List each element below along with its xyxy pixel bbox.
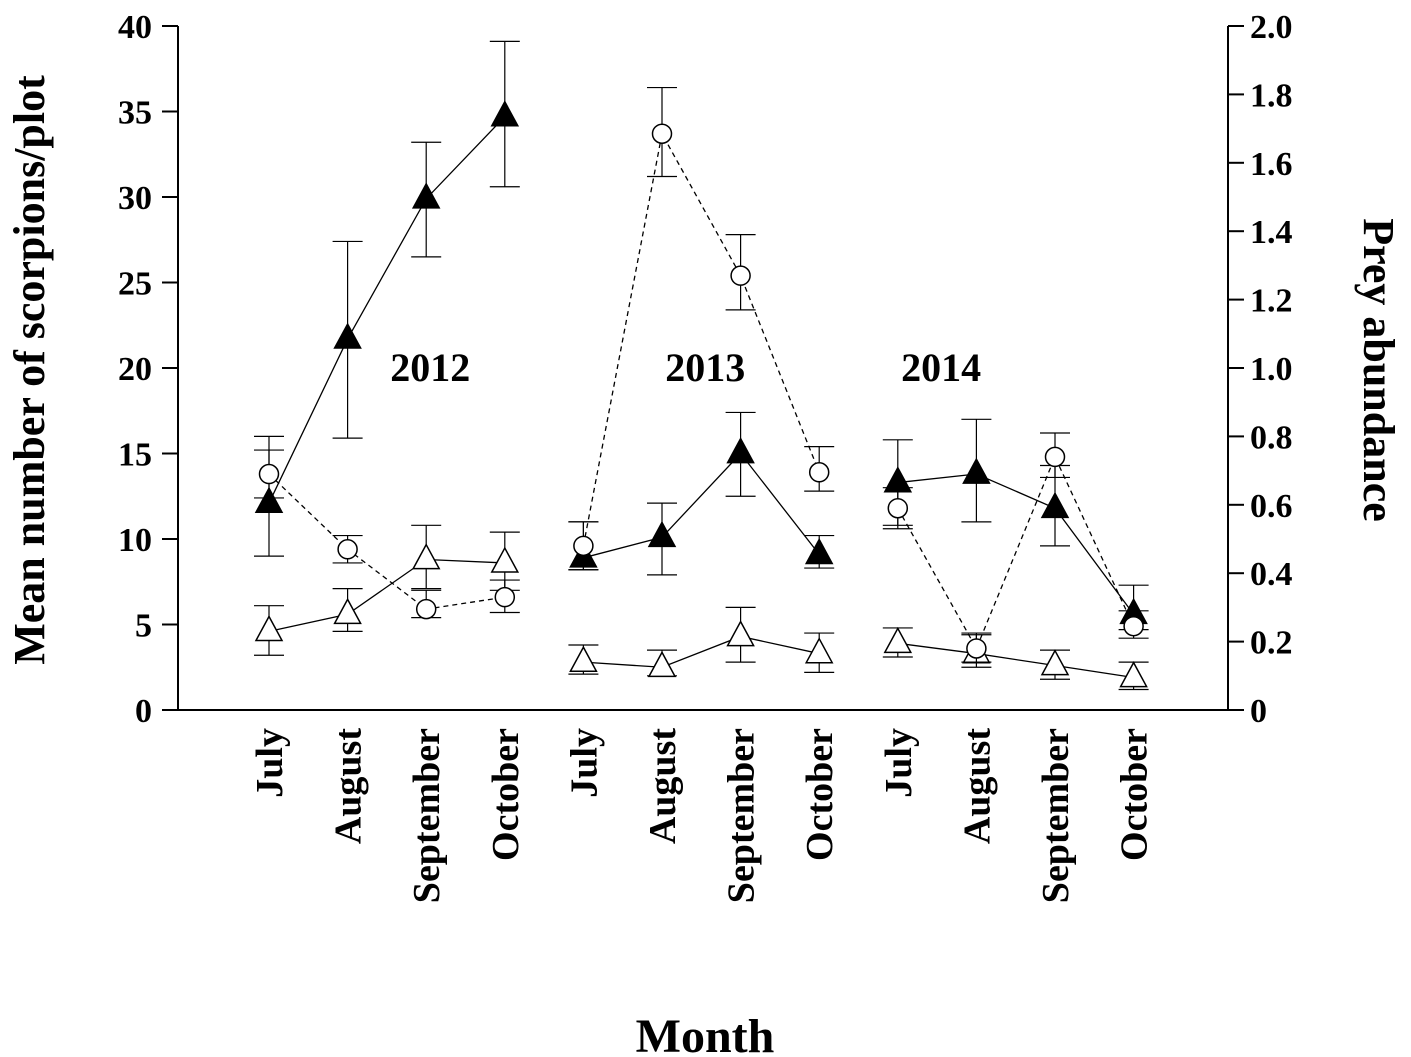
data-point xyxy=(1123,615,1144,637)
y-axis-label-left: Mean number of scorpions/plot xyxy=(5,75,54,665)
y-tick-label-right: 1.0 xyxy=(1250,351,1293,388)
data-point xyxy=(415,598,437,620)
data-point xyxy=(333,597,362,625)
series-line xyxy=(897,642,1134,679)
series-line xyxy=(583,635,820,668)
series-line xyxy=(268,558,505,632)
x-tick-label: July xyxy=(878,728,920,798)
x-tick-label: September xyxy=(406,728,448,903)
y-tick-label-right: 0.4 xyxy=(1250,556,1293,593)
y-tick-label-right: 2.0 xyxy=(1250,9,1293,46)
y-tick-label-right: 0.2 xyxy=(1250,625,1293,662)
data-point xyxy=(651,123,673,144)
data-point xyxy=(730,265,751,286)
data-point xyxy=(569,645,598,672)
year-label: 2013 xyxy=(665,345,745,390)
y-tick-label-right: 1.4 xyxy=(1250,214,1293,251)
series-line xyxy=(897,455,1135,650)
data-point xyxy=(337,539,358,560)
y-tick-label-right: 0.8 xyxy=(1250,419,1293,456)
data-point xyxy=(962,457,991,484)
y-tick-label-left: 25 xyxy=(118,266,152,303)
y-tick-label-left: 20 xyxy=(118,351,152,388)
data-point xyxy=(808,462,830,483)
x-axis-label: Month xyxy=(636,1010,775,1057)
series-line xyxy=(897,473,1135,615)
y-tick-label-left: 5 xyxy=(135,608,152,645)
data-point xyxy=(1040,491,1070,519)
series-2 xyxy=(254,86,1149,663)
data-point xyxy=(573,535,594,557)
y-tick-label-left: 30 xyxy=(118,180,152,217)
x-tick-label: July xyxy=(249,728,291,798)
series-0 xyxy=(254,40,1149,631)
y-tick-label-right: 1.6 xyxy=(1250,146,1293,183)
data-point xyxy=(726,437,755,464)
y-axis-label-right: Prey abundance xyxy=(1354,218,1403,522)
data-point xyxy=(411,182,441,209)
x-tick-label: August xyxy=(956,728,998,844)
x-tick-label: September xyxy=(721,728,763,903)
data-point xyxy=(333,322,362,349)
data-point xyxy=(1040,649,1070,676)
data-point xyxy=(647,520,677,548)
x-tick-label: July xyxy=(563,728,605,798)
series-layer xyxy=(254,40,1149,691)
data-point xyxy=(258,463,280,485)
x-tick-label: October xyxy=(1114,728,1156,861)
y-tick-label-right: 1.8 xyxy=(1250,77,1293,114)
y-tick-label-left: 35 xyxy=(118,95,152,132)
x-tick-label: October xyxy=(485,728,527,861)
data-point xyxy=(490,546,520,573)
y-tick-label-left: 0 xyxy=(135,693,152,730)
series-1 xyxy=(254,524,1149,691)
x-tick-label: August xyxy=(328,728,370,844)
data-point xyxy=(254,486,284,513)
y-tick-label-left: 15 xyxy=(118,437,152,474)
axes: 0 5 10 15 20 25 30 35 40 0 0.2 0.4 0.6 0.8 1.0 1.2 1.4 1.… xyxy=(118,9,1293,903)
x-tick-label: October xyxy=(799,728,841,861)
data-point xyxy=(411,543,441,570)
y-tick-label-right: 0.6 xyxy=(1250,488,1293,525)
series-line xyxy=(583,452,820,559)
data-point xyxy=(254,614,284,642)
data-point xyxy=(887,497,909,519)
series-line xyxy=(268,116,506,504)
data-point xyxy=(804,637,834,664)
x-tick-label: August xyxy=(642,728,684,844)
data-point xyxy=(726,620,755,647)
year-label: 2012 xyxy=(390,345,470,390)
series-line xyxy=(582,131,820,546)
data-point xyxy=(883,626,913,654)
y-tick-label-right: 1.2 xyxy=(1250,283,1293,320)
year-label: 2014 xyxy=(901,345,981,390)
data-point xyxy=(804,537,834,565)
y-tick-label-left: 40 xyxy=(118,9,152,46)
data-point xyxy=(490,100,520,127)
y-tick-label-right: 0 xyxy=(1250,693,1267,730)
data-point xyxy=(1119,661,1148,688)
series-line xyxy=(268,473,505,610)
x-tick-label: September xyxy=(1035,728,1077,903)
data-point xyxy=(647,650,677,678)
data-point xyxy=(494,586,516,608)
data-point xyxy=(1044,446,1066,468)
data-point xyxy=(966,638,987,659)
y-tick-label-left: 10 xyxy=(118,522,152,559)
